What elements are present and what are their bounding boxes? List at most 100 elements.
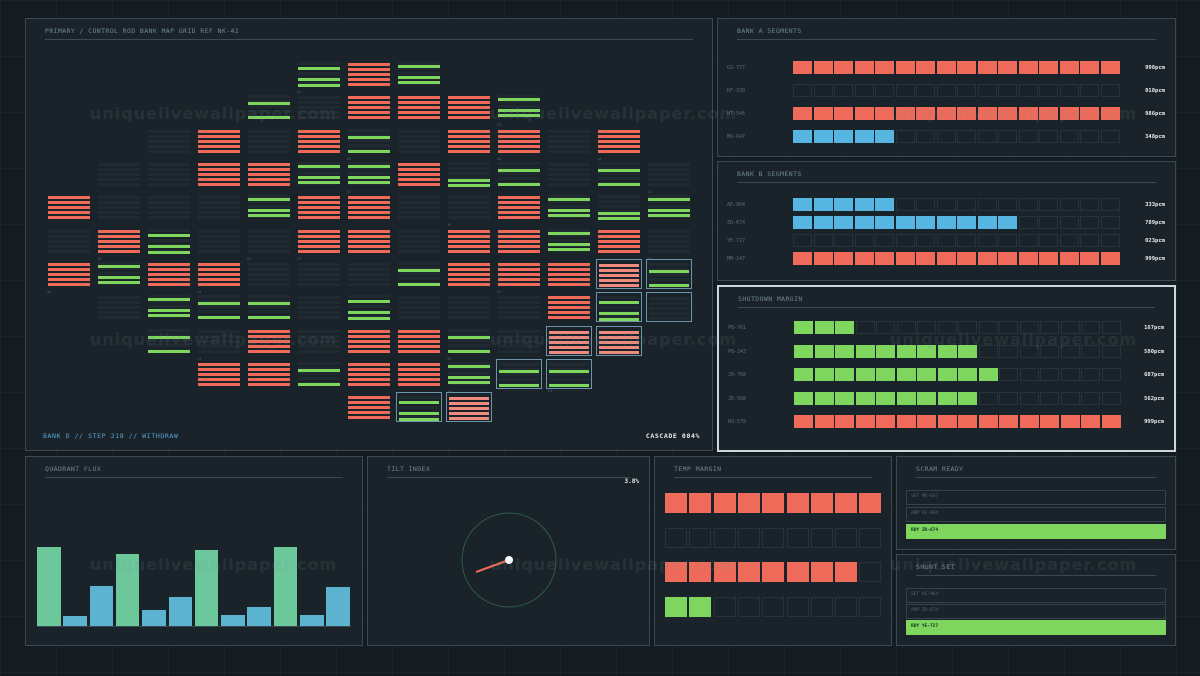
rod-cell[interactable] (396, 126, 442, 156)
rod-cell[interactable] (646, 292, 692, 322)
rod-cell[interactable]: 18 (446, 359, 492, 394)
rod-cell[interactable] (96, 292, 142, 322)
rod-cell[interactable] (546, 326, 592, 356)
shunt-slot-arm[interactable]: ARM ZR-674 (906, 604, 1166, 619)
scram-slot-ready[interactable]: RDY ZR-674 (906, 524, 1166, 539)
rod-cell[interactable] (346, 226, 392, 256)
rod-cell[interactable] (246, 359, 292, 389)
rod-cell[interactable] (396, 59, 442, 89)
rod-cell[interactable] (496, 359, 542, 389)
rod-cell[interactable] (246, 126, 292, 156)
rod-cell[interactable] (196, 226, 242, 256)
rod-cell[interactable] (446, 392, 492, 422)
rod-cell[interactable] (346, 292, 392, 322)
rod-cell[interactable] (296, 359, 342, 389)
rod-cell[interactable]: 28 (496, 126, 542, 161)
rod-cell[interactable] (446, 259, 492, 289)
rod-cell[interactable]: 01 (246, 226, 292, 261)
rod-cell[interactable] (396, 92, 442, 122)
rod-cell[interactable] (296, 326, 342, 356)
rod-cell[interactable]: 11 (646, 159, 692, 194)
rod-cell[interactable] (346, 392, 392, 422)
rod-cell[interactable] (146, 259, 192, 289)
rod-cell[interactable] (396, 326, 442, 356)
rod-cell[interactable] (46, 192, 92, 222)
shunt-slot-set[interactable]: SET AE-964 (906, 588, 1166, 603)
rod-cell[interactable] (346, 326, 392, 356)
rod-cell[interactable] (246, 192, 292, 222)
rod-cell[interactable]: 07 (346, 159, 392, 194)
rod-cell[interactable] (446, 226, 492, 256)
rod-cell[interactable] (646, 192, 692, 222)
rod-cell[interactable] (596, 292, 642, 322)
rod-cell[interactable] (546, 226, 592, 256)
rod-cell[interactable] (546, 159, 592, 189)
rod-cell[interactable] (196, 159, 242, 189)
rod-cell[interactable] (146, 159, 192, 189)
scram-slot-arm[interactable]: ARM AE-964 (906, 507, 1166, 522)
rod-cell[interactable] (446, 159, 492, 189)
rod-cell[interactable]: 23 (296, 226, 342, 261)
rod-cell[interactable]: 44 (196, 259, 242, 294)
rod-cell[interactable]: 09 (646, 226, 692, 261)
rod-cell[interactable] (596, 159, 642, 189)
rod-cell[interactable] (396, 292, 442, 322)
rod-cell[interactable] (196, 126, 242, 156)
rod-cell[interactable] (496, 192, 542, 222)
rod-cell[interactable]: 11 (196, 326, 242, 361)
rod-cell[interactable] (346, 92, 392, 122)
rod-cell[interactable] (546, 126, 592, 156)
rod-cell[interactable] (396, 259, 442, 289)
scram-slot-set[interactable]: SET MO-647 (906, 490, 1166, 505)
rod-cell[interactable] (346, 259, 392, 289)
rod-cell[interactable] (446, 92, 492, 122)
rod-cell[interactable] (196, 192, 242, 222)
rod-cell[interactable] (96, 159, 142, 189)
rod-cell[interactable] (246, 259, 292, 289)
rod-cell[interactable]: 28 (46, 259, 92, 294)
rod-cell[interactable]: 18 (96, 226, 142, 261)
rod-cell[interactable] (96, 259, 142, 289)
rod-cell[interactable] (246, 159, 292, 189)
rod-cell[interactable] (146, 192, 192, 222)
rod-cell[interactable] (146, 292, 192, 322)
rod-cell[interactable] (396, 192, 442, 222)
shutdown-margin-panel[interactable]: SHUTDOWN MARGIN PB-761 167pcm PB-243 580pcm… (717, 285, 1176, 452)
rod-cell[interactable]: 07 (496, 259, 542, 294)
rod-cell[interactable]: 36 (446, 326, 492, 361)
rod-cell[interactable] (296, 259, 342, 289)
shunt-slot-ready[interactable]: RDY YE-727 (906, 620, 1166, 635)
rod-cell[interactable]: 44 (596, 126, 642, 161)
rod-cell[interactable] (596, 259, 642, 289)
rod-cell[interactable] (146, 226, 192, 256)
rod-cell[interactable] (296, 292, 342, 322)
rod-cell[interactable] (46, 226, 92, 256)
rod-cell[interactable] (296, 126, 342, 156)
rod-cell[interactable]: 01 (296, 59, 342, 94)
rod-cell[interactable]: 36 (446, 192, 492, 227)
rod-cell[interactable] (596, 326, 642, 356)
rod-cell[interactable]: 23 (496, 92, 542, 127)
rod-cell[interactable] (496, 326, 542, 356)
rod-cell[interactable] (396, 159, 442, 189)
rod-cell[interactable]: 09 (346, 126, 392, 161)
rod-cell[interactable] (596, 192, 642, 222)
rod-cell[interactable] (396, 359, 442, 389)
rod-cell[interactable] (496, 226, 542, 256)
rod-cell[interactable] (246, 292, 292, 322)
rod-cell[interactable] (146, 126, 192, 156)
rod-cell[interactable] (296, 159, 342, 189)
rod-cell[interactable] (346, 59, 392, 89)
rod-cell[interactable] (596, 226, 642, 256)
rod-cell[interactable] (346, 192, 392, 222)
rod-cell[interactable] (646, 259, 692, 289)
rod-cell[interactable] (196, 359, 242, 389)
rod-cell[interactable] (446, 292, 492, 322)
rod-cell[interactable] (246, 326, 292, 356)
rod-cell[interactable] (246, 92, 292, 122)
rod-cell[interactable] (446, 126, 492, 156)
rod-cell[interactable] (296, 192, 342, 222)
rod-cell[interactable] (546, 259, 592, 289)
rod-cell[interactable] (96, 192, 142, 222)
rod-cell[interactable] (396, 392, 442, 422)
